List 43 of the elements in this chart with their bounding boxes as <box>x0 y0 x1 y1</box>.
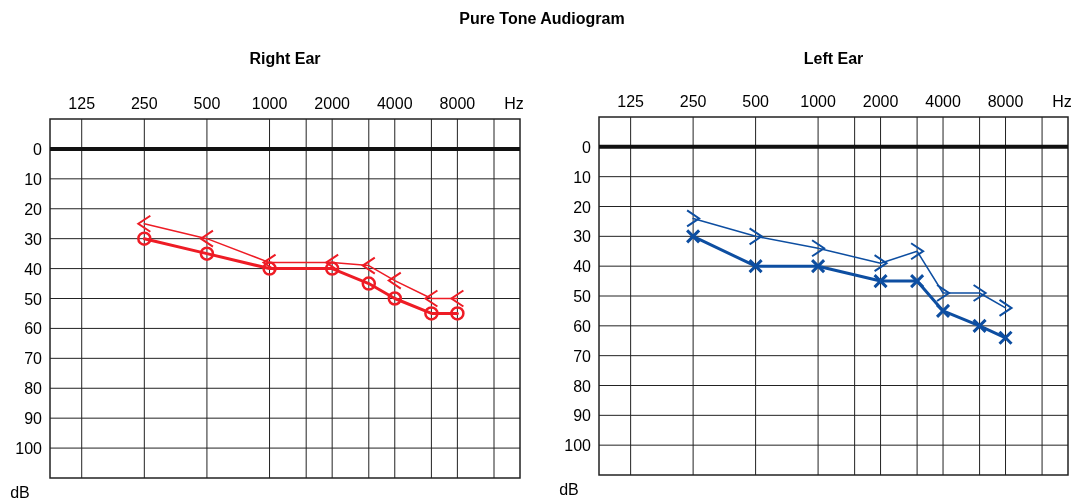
x-tick-label: 4000 <box>925 93 961 110</box>
y-tick-label: 70 <box>573 347 592 365</box>
y-tick-label: 10 <box>573 168 592 186</box>
y-tick-label: 40 <box>24 260 43 278</box>
y-tick-label: 0 <box>33 140 43 158</box>
x-tick-label: 250 <box>679 93 707 110</box>
y-tick-label: 60 <box>573 317 592 335</box>
y-tick-label: 30 <box>573 228 592 246</box>
y-tick-label: 50 <box>573 288 592 305</box>
y-tick-label: 60 <box>24 320 43 338</box>
x-tick-label: 4000 <box>376 95 413 112</box>
y-axis-title: dB <box>10 484 30 501</box>
x-axis-title: Hz <box>504 95 524 112</box>
x-tick-label: 125 <box>617 93 645 110</box>
x-axis-title: Hz <box>1052 93 1072 110</box>
y-tick-label: 10 <box>24 170 43 188</box>
y-tick-label: 40 <box>573 258 592 276</box>
x-tick-label: 125 <box>68 95 96 112</box>
y-tick-label: 0 <box>582 138 592 156</box>
y-tick-label: 80 <box>24 380 43 398</box>
x-tick-label: 1000 <box>800 93 836 110</box>
chart-title: Pure Tone Audiogram <box>459 10 625 27</box>
x-tick-label: 1000 <box>251 95 288 112</box>
x-tick-label: 250 <box>130 95 158 112</box>
x-tick-label: 2000 <box>314 95 351 112</box>
x-tick-label: 8000 <box>439 95 476 112</box>
y-axis-title: dB <box>559 481 579 498</box>
x-tick-label: 2000 <box>862 93 899 110</box>
y-tick-label: 50 <box>24 290 43 308</box>
y-tick-label: 20 <box>24 200 43 218</box>
y-tick-label: 20 <box>573 198 592 216</box>
y-tick-label: 30 <box>24 230 43 248</box>
y-tick-label: 100 <box>564 437 592 455</box>
x-tick-label: 500 <box>742 93 770 110</box>
y-tick-label: 80 <box>573 377 592 395</box>
x-tick-label: 500 <box>193 95 221 112</box>
chart-subtitle: Right Ear <box>249 50 321 67</box>
chart-title: Left Ear <box>803 50 864 67</box>
y-tick-label: 90 <box>24 410 43 428</box>
y-tick-label: 70 <box>24 350 43 368</box>
y-tick-label: 90 <box>573 407 592 425</box>
x-tick-label: 8000 <box>987 93 1024 110</box>
y-tick-label: 100 <box>15 440 43 458</box>
